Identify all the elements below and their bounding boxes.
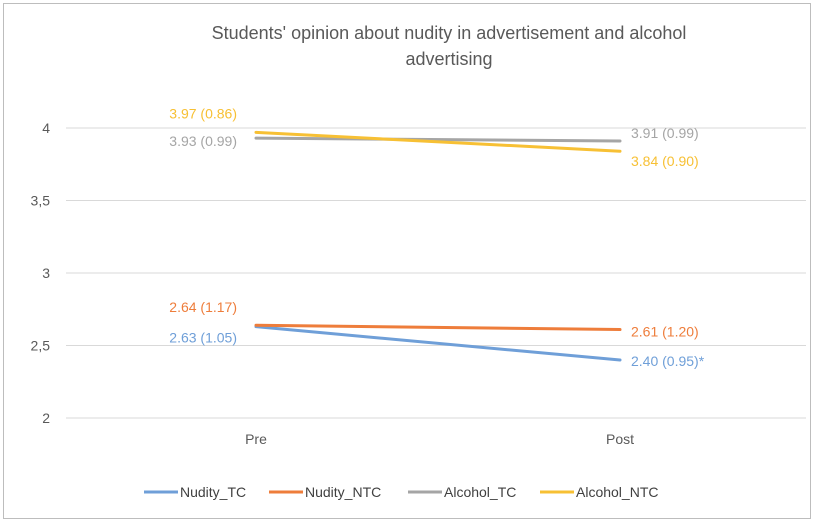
gridlines bbox=[66, 127, 806, 419]
series-line-nudity-ntc bbox=[254, 323, 622, 332]
legend-item-label: Nudity_TC bbox=[180, 484, 246, 500]
series-line-nudity-tc bbox=[254, 325, 622, 362]
chart-title-line-2: advertising bbox=[405, 49, 492, 69]
series-line-alcohol-ntc bbox=[254, 130, 622, 153]
x-tick-label: Post bbox=[606, 431, 634, 447]
data-labels: 2.63 (1.05) 2.40 (0.95)* 2.64 (1.17) 2.61 (… bbox=[169, 105, 704, 369]
y-tick-label: 2 bbox=[42, 410, 50, 426]
y-tick-label: 2,5 bbox=[31, 338, 51, 354]
legend-item-label: Alcohol_NTC bbox=[576, 484, 658, 500]
y-tick-label: 3 bbox=[42, 265, 50, 281]
data-label: 2.61 (1.20) bbox=[631, 324, 699, 340]
data-label: 3.93 (0.99) bbox=[169, 133, 237, 149]
chart-frame bbox=[3, 3, 811, 519]
legend: Nudity_TC Nudity_NTC Alcohol_TC Alcohol_NTC bbox=[144, 484, 658, 500]
data-label: 2.40 (0.95)* bbox=[631, 353, 705, 369]
y-tick-label: 4 bbox=[42, 120, 50, 136]
data-label: 3.97 (0.86) bbox=[169, 105, 237, 121]
legend-item-label: Nudity_NTC bbox=[305, 484, 381, 500]
x-tick-label: Pre bbox=[245, 431, 267, 447]
chart-title-line-1: Students' opinion about nudity in advert… bbox=[212, 23, 687, 43]
legend-item-label: Alcohol_TC bbox=[444, 484, 516, 500]
axis-ticks: 2 2,5 3 3,5 4 Pre Post bbox=[31, 120, 635, 447]
data-label: 3.84 (0.90) bbox=[631, 153, 699, 169]
series-lines bbox=[254, 130, 622, 362]
series-line-alcohol-tc bbox=[254, 136, 622, 143]
data-label: 2.64 (1.17) bbox=[169, 299, 237, 315]
y-tick-label: 3,5 bbox=[31, 193, 51, 209]
data-label: 2.63 (1.05) bbox=[169, 330, 237, 346]
data-label: 3.91 (0.99) bbox=[631, 125, 699, 141]
